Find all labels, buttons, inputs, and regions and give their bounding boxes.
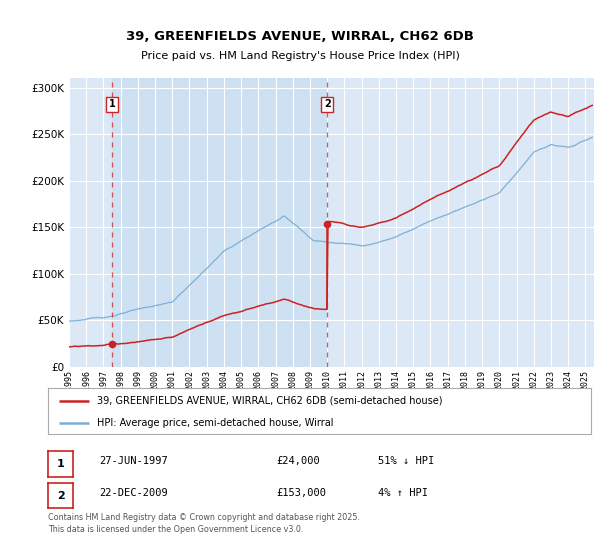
Text: 22-DEC-2009: 22-DEC-2009	[99, 488, 168, 498]
Text: 1: 1	[57, 459, 64, 469]
Text: 27-JUN-1997: 27-JUN-1997	[99, 456, 168, 466]
Text: 39, GREENFIELDS AVENUE, WIRRAL, CH62 6DB (semi-detached house): 39, GREENFIELDS AVENUE, WIRRAL, CH62 6DB…	[97, 396, 442, 406]
Text: 39, GREENFIELDS AVENUE, WIRRAL, CH62 6DB: 39, GREENFIELDS AVENUE, WIRRAL, CH62 6DB	[126, 30, 474, 43]
Text: Contains HM Land Registry data © Crown copyright and database right 2025.
This d: Contains HM Land Registry data © Crown c…	[48, 513, 360, 534]
Text: 51% ↓ HPI: 51% ↓ HPI	[378, 456, 434, 466]
Text: 2: 2	[57, 491, 64, 501]
Text: 1: 1	[109, 99, 115, 109]
Text: 2: 2	[324, 99, 331, 109]
Text: £24,000: £24,000	[276, 456, 320, 466]
Bar	[112, 78, 327, 367]
Text: £153,000: £153,000	[276, 488, 326, 498]
Text: HPI: Average price, semi-detached house, Wirral: HPI: Average price, semi-detached house,…	[97, 418, 334, 427]
Text: Price paid vs. HM Land Registry's House Price Index (HPI): Price paid vs. HM Land Registry's House …	[140, 51, 460, 61]
Text: 4% ↑ HPI: 4% ↑ HPI	[378, 488, 428, 498]
